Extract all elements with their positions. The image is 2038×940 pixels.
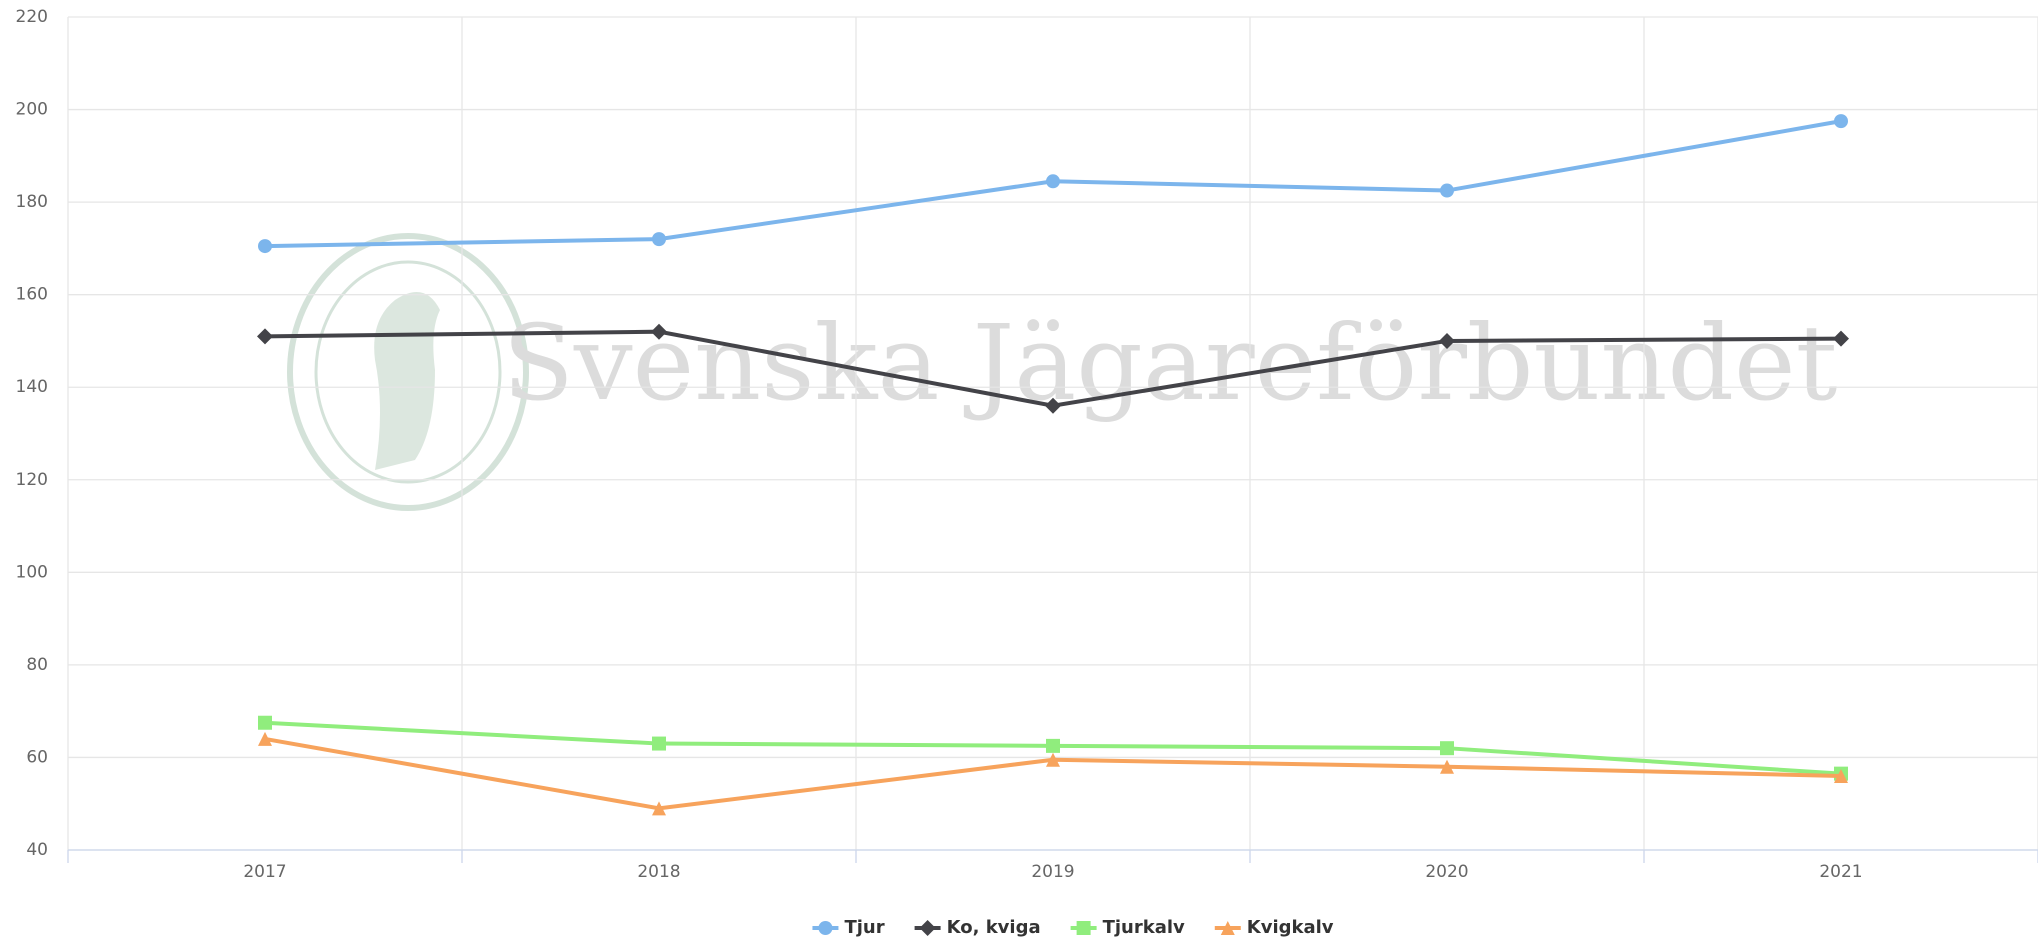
x-tick-label: 2017 <box>243 862 286 882</box>
marker <box>652 232 666 247</box>
marker <box>1834 768 1848 783</box>
marker <box>1045 397 1061 414</box>
marker <box>257 328 273 345</box>
y-tick-label: 140 <box>16 377 48 397</box>
y-tick-label: 100 <box>16 562 48 582</box>
legend-item[interactable]: Tjur <box>812 917 885 938</box>
marker <box>818 921 833 935</box>
y-tick-label: 180 <box>16 192 48 212</box>
marker <box>1220 921 1235 935</box>
legend-item[interactable]: Tjurkalv <box>1070 917 1185 938</box>
y-tick-label: 200 <box>16 100 48 120</box>
legend-label: Tjur <box>844 917 884 938</box>
marker <box>652 801 666 816</box>
marker <box>1046 752 1060 767</box>
legend-label: Kvigkalv <box>1247 917 1334 938</box>
watermark-logo <box>287 233 529 511</box>
y-tick-label: 220 <box>16 7 48 27</box>
legend-label: Ko, kviga <box>947 917 1041 938</box>
marker <box>1440 759 1454 774</box>
marker <box>1076 921 1091 935</box>
y-tick-label: 160 <box>16 285 48 305</box>
x-tick-label: 2019 <box>1031 862 1074 882</box>
marker <box>258 715 272 730</box>
marker <box>1834 114 1848 129</box>
marker <box>652 736 666 751</box>
marker <box>258 239 272 254</box>
logo-ring <box>287 233 529 511</box>
marker <box>1439 332 1455 349</box>
x-tick-label: 2018 <box>637 862 680 882</box>
legend-label: Tjurkalv <box>1103 917 1185 938</box>
marker <box>1440 741 1454 756</box>
y-tick-label: 80 <box>26 655 48 675</box>
legend: Tjur Ko, kviga Tjurkalv Kvigkalv <box>812 917 1334 938</box>
logo-inner-ring <box>314 260 502 484</box>
marker <box>651 323 667 340</box>
y-tick-label: 120 <box>16 470 48 490</box>
x-tick-label: 2021 <box>1819 862 1862 882</box>
marker <box>1046 738 1060 753</box>
marker <box>258 731 272 746</box>
logo-bird <box>374 292 440 470</box>
x-tick-label: 2020 <box>1425 862 1468 882</box>
y-tick-label: 60 <box>26 747 48 767</box>
marker <box>1833 330 1849 347</box>
watermark: Svenska Jägareförbundet <box>503 302 1838 424</box>
legend-item[interactable]: Ko, kviga <box>914 917 1041 938</box>
marker <box>919 920 936 936</box>
legend-item[interactable]: Kvigkalv <box>1214 917 1334 938</box>
marker <box>1440 183 1454 198</box>
y-tick-label: 40 <box>26 840 48 860</box>
marker <box>1046 174 1060 189</box>
